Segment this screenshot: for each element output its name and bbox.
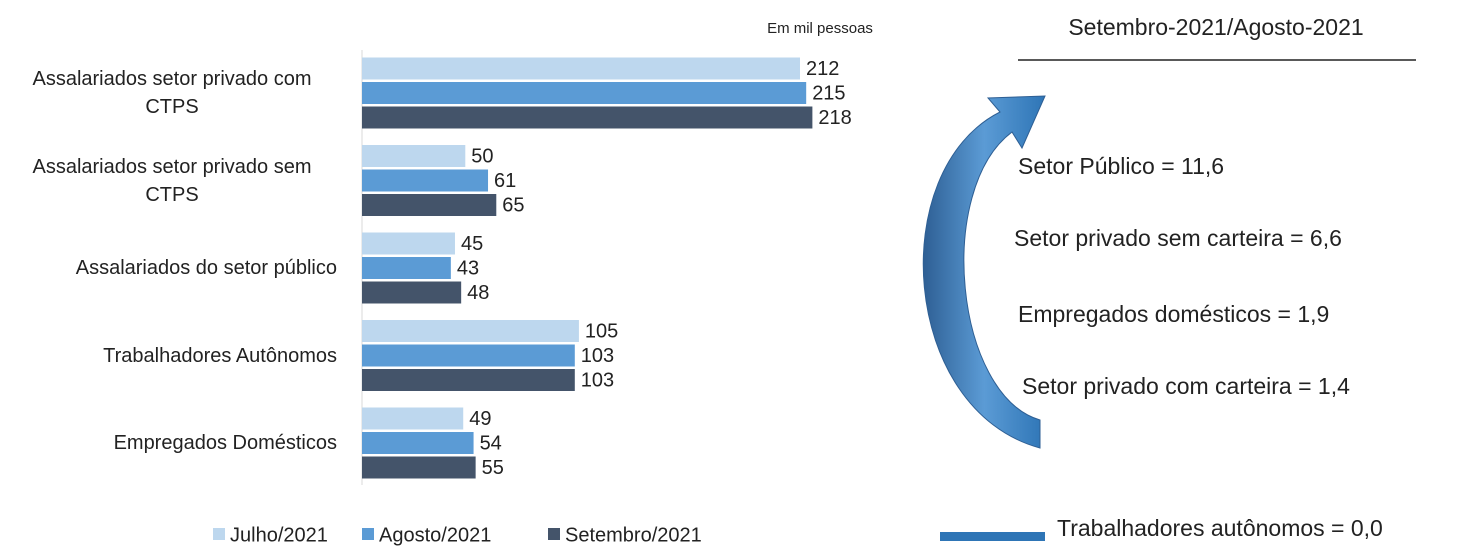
value-label: 65: [502, 194, 524, 216]
bar: [362, 57, 800, 80]
value-label: 45: [461, 233, 483, 255]
annotation: Setor privado sem carteira = 6,6: [1014, 225, 1342, 251]
value-label: 105: [585, 320, 618, 342]
category-label: Assalariados setor privado sem CTPS: [32, 155, 312, 206]
footnote: Trabalhadores autônomos = 0,0: [1057, 515, 1383, 541]
legend-swatch: [362, 528, 374, 540]
value-label: 43: [457, 257, 479, 279]
value-label: 212: [806, 58, 839, 80]
legend-label: Setembro/2021: [565, 524, 702, 546]
unit-note: Em mil pessoas: [767, 20, 873, 37]
bar: [362, 281, 462, 304]
bar: [362, 456, 476, 479]
category-label: Assalariados do setor público: [75, 257, 337, 279]
annotation: Empregados domésticos = 1,9: [1018, 301, 1329, 327]
category-label: Trabalhadores Autônomos: [103, 344, 337, 367]
bar: [362, 432, 474, 454]
value-label: 218: [818, 107, 851, 129]
value-label: 49: [469, 408, 491, 430]
bar: [362, 194, 497, 216]
legend-label: Julho/2021: [230, 524, 328, 546]
bar: [362, 407, 464, 430]
bar: [362, 82, 807, 104]
footnote-bar: [940, 532, 1045, 541]
value-label: 54: [480, 432, 502, 454]
category-label: Empregados Domésticos: [113, 432, 337, 454]
value-label: 50: [471, 145, 493, 167]
annotation: Setor privado com carteira = 1,4: [1022, 373, 1350, 399]
bar: [362, 320, 579, 342]
panel-subtitle: Setembro-2021/Agosto-2021: [1068, 14, 1363, 40]
bar: [362, 232, 455, 255]
value-label: 55: [482, 457, 504, 479]
arrow: [922, 95, 1046, 449]
bar: [362, 344, 575, 367]
legend-swatch: [548, 528, 560, 540]
legend-swatch: [213, 528, 225, 540]
value-label: 103: [581, 345, 614, 367]
bar: [362, 145, 466, 167]
value-label: 103: [581, 369, 614, 391]
bar: [362, 369, 575, 391]
bar: [362, 106, 813, 129]
bar: [362, 169, 489, 192]
value-label: 48: [467, 282, 489, 304]
bar: [362, 257, 451, 279]
category-label: Assalariados setor privado com CTPS: [32, 68, 312, 118]
value-label: 215: [812, 82, 845, 104]
annotation: Setor Público = 11,6: [1018, 153, 1224, 179]
legend-label: Agosto/2021: [379, 524, 491, 546]
value-label: 61: [494, 170, 516, 192]
